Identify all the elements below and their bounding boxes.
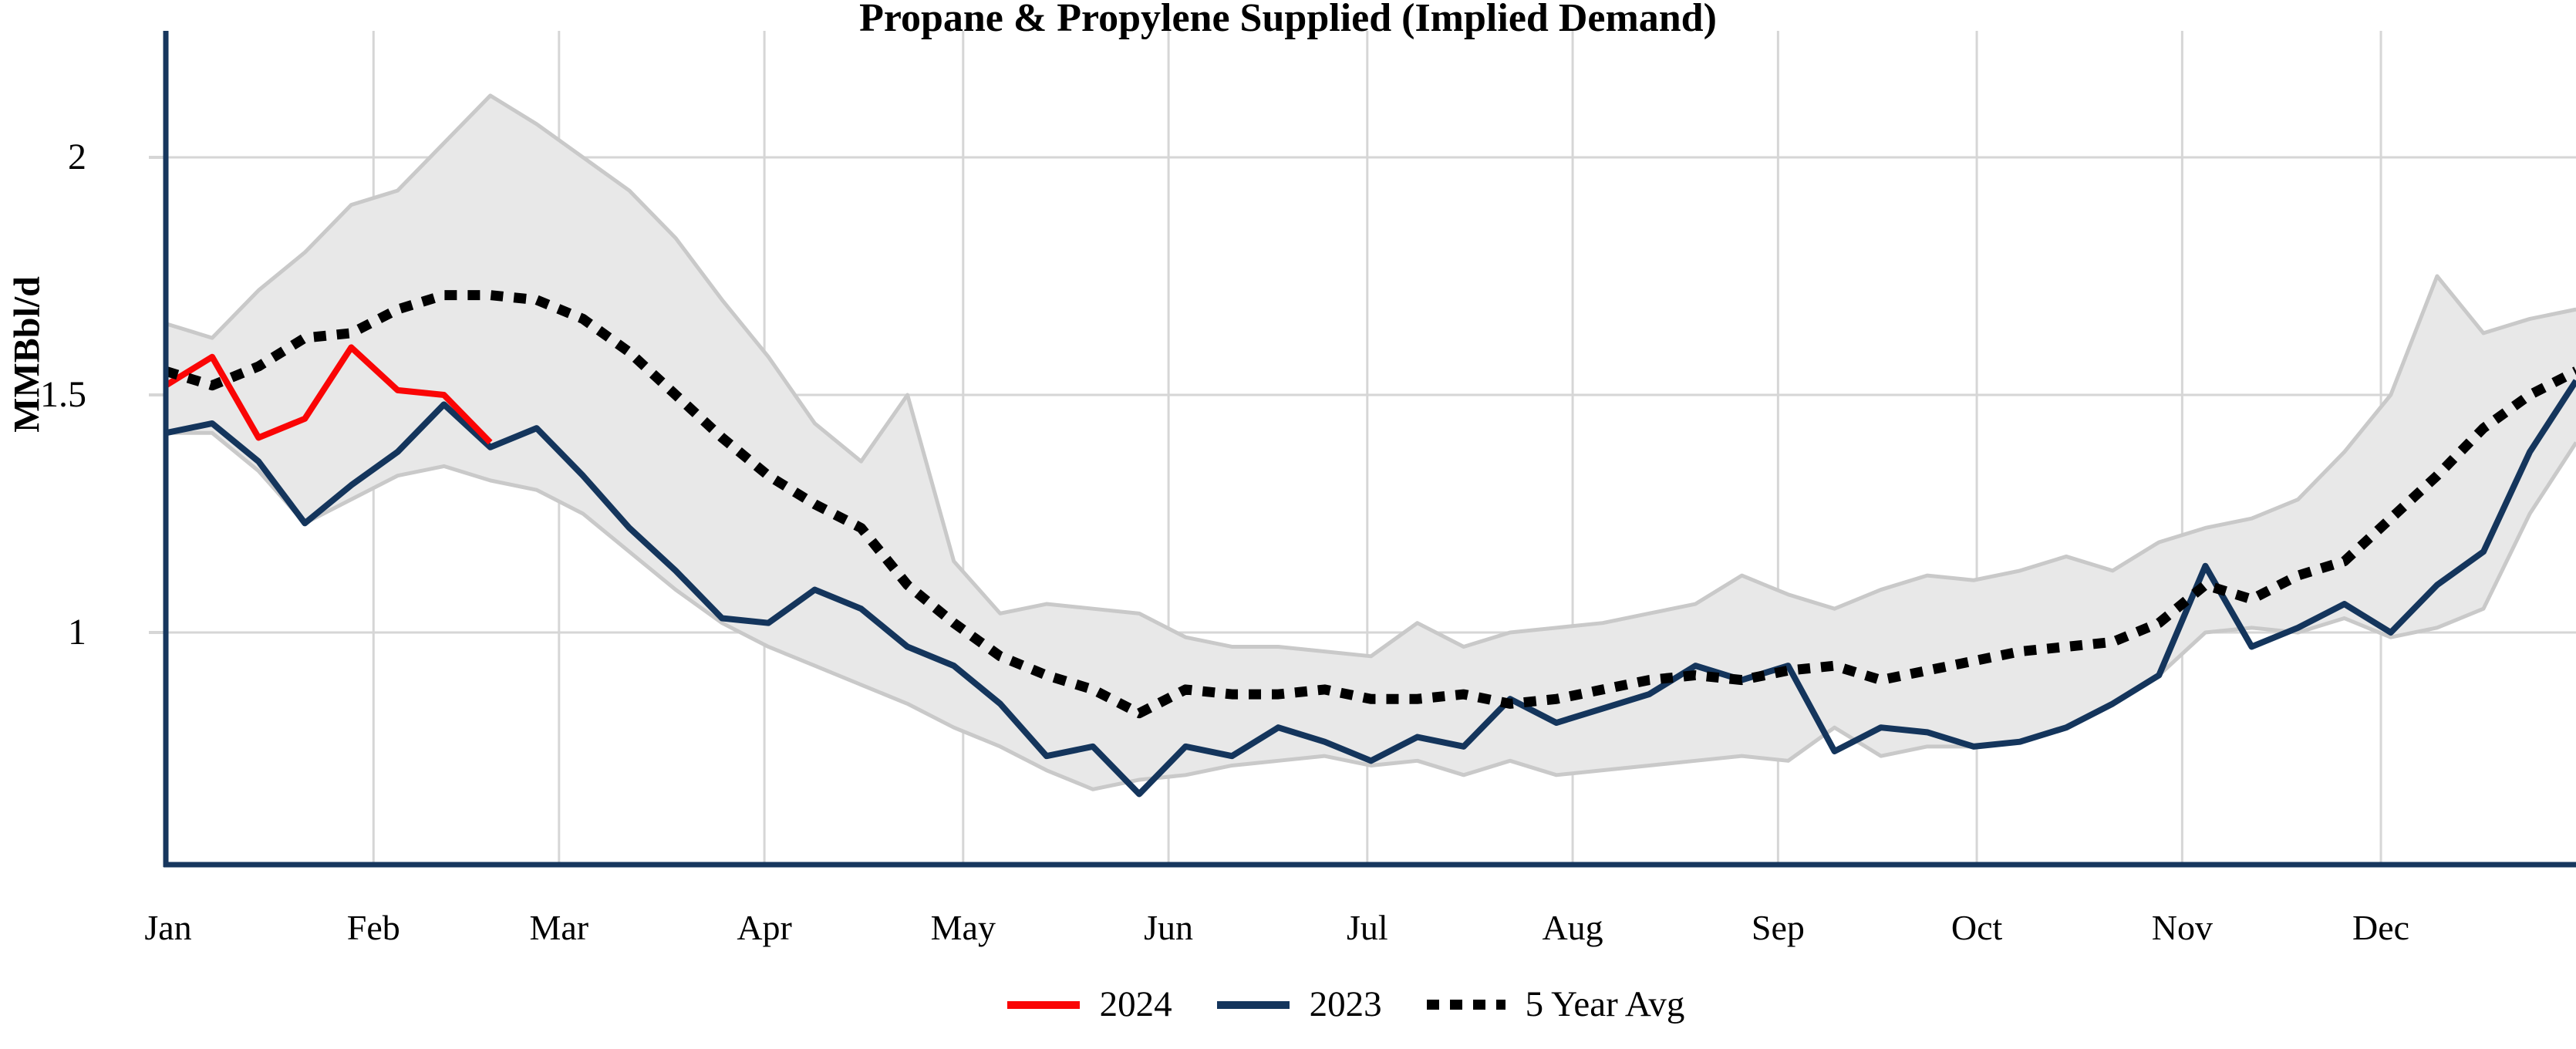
legend-label-2023: 2023 <box>1309 984 1382 1024</box>
legend-label-2024: 2024 <box>1099 984 1172 1024</box>
series-line-2023 <box>165 379 2576 798</box>
legend: 2024 2023 5 Year Avg <box>0 987 2576 1023</box>
x-axis-label-aug: Aug <box>1542 908 1603 947</box>
legend-swatch-5yr-dotted-line <box>1426 1000 1505 1010</box>
x-axis-label-dec: Dec <box>2352 908 2410 947</box>
five-year-range-band <box>166 95 2576 790</box>
x-axis-label-jul: Jul <box>1346 908 1388 947</box>
x-axis-label-nov: Nov <box>2151 908 2213 947</box>
band-lower-edge <box>166 430 2576 791</box>
y-tick-label-1: 1 <box>68 612 86 653</box>
legend-item-2024: 2024 <box>1006 984 1172 1024</box>
legend-item-2023: 2023 <box>1216 984 1382 1024</box>
x-axis-label-jan: Jan <box>144 908 192 947</box>
legend-label-5yr-avg: 5 Year Avg <box>1525 984 1685 1024</box>
y-tick-label-2: 2 <box>68 137 86 177</box>
legend-item-5yr-avg: 5 Year Avg <box>1426 984 1685 1024</box>
x-axis-label-feb: Feb <box>346 908 400 947</box>
series-line-5-year-avg <box>164 290 2576 719</box>
series-line-2024 <box>164 344 493 445</box>
chart-title: Propane & Propylene Supplied (Implied De… <box>859 0 1717 40</box>
legend-swatch-2023-line <box>1216 1000 1290 1009</box>
x-axis-label-apr: Apr <box>737 908 792 947</box>
x-axis-label-jun: Jun <box>1144 908 1194 947</box>
x-axis-label-may: May <box>930 908 996 947</box>
x-axis-label-oct: Oct <box>1951 908 2003 947</box>
x-axis-label-sep: Sep <box>1751 908 1805 947</box>
x-axis-label-mar: Mar <box>529 908 589 947</box>
legend-swatch-2024-line <box>1006 1000 1080 1009</box>
y-tick-label-1-5: 1.5 <box>40 374 86 415</box>
band-upper-edge <box>165 93 2576 659</box>
